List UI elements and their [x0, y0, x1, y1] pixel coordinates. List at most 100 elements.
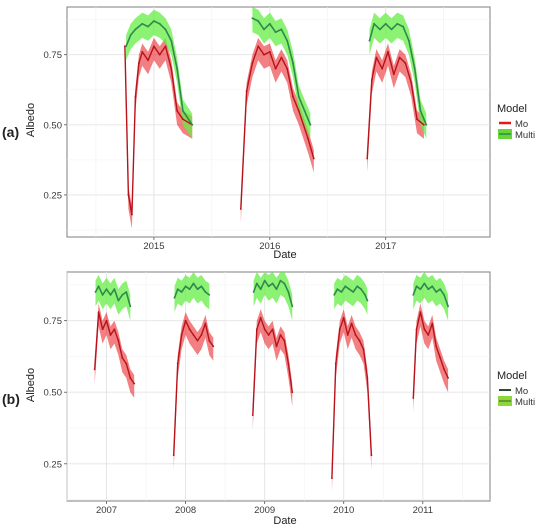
multi-band [174, 272, 210, 313]
multi-data-point [192, 282, 195, 285]
panel-a-legend-label-mo: Mo [515, 119, 528, 130]
mo-data-point [263, 53, 265, 56]
x-tick-label: 2011 [413, 505, 433, 516]
multi-data-point [356, 285, 359, 288]
panel-b-legend-label-multi: Multi [515, 397, 535, 408]
multi-data-point [384, 22, 387, 25]
multi-data-point [419, 288, 422, 291]
mo-data-point [354, 334, 357, 336]
mo-data-point [170, 67, 173, 70]
multi-series-line [412, 282, 449, 307]
mo-data-point [133, 382, 136, 385]
x-tick-label: 2007 [96, 505, 117, 516]
multi-data-point [287, 291, 290, 293]
panel-a-y-ticks: 0.25 0.50 0.75 [44, 50, 67, 201]
mo-data-point [263, 328, 266, 331]
panel-b-series [93, 279, 449, 479]
mo-data-point [257, 45, 260, 48]
multi-data-point [153, 20, 155, 22]
mo-data-point [334, 362, 337, 365]
mo-data-point [366, 157, 369, 160]
mo-data-point [312, 157, 315, 160]
mo-data-point [423, 123, 425, 126]
multi-band [95, 274, 131, 321]
x-tick-label: 2016 [259, 241, 280, 252]
panel-b-legend: Model Mo Multi [497, 370, 535, 408]
mo-data-point [251, 62, 254, 64]
mo-band [331, 309, 372, 493]
multi-data-point [274, 31, 277, 34]
multi-data-point [413, 67, 416, 70]
multi-data-point [208, 294, 211, 296]
multi-data-point [439, 288, 442, 291]
mo-data-point [427, 334, 430, 336]
mo-data-point [291, 391, 294, 394]
mo-data-point [350, 322, 353, 325]
mo-data-point [362, 348, 365, 351]
multi-data-point [427, 288, 430, 291]
mo-data-point [342, 316, 345, 319]
mo-data-point [208, 339, 211, 342]
mo-data-point [134, 95, 137, 98]
mo-data-point [392, 73, 395, 76]
multi-data-point [292, 62, 294, 64]
multi-data-point [423, 282, 426, 285]
multi-data-point [303, 109, 306, 112]
multi-data-point [425, 123, 428, 126]
mo-data-point [387, 51, 389, 53]
multi-data-point [255, 282, 258, 285]
mo-data-point [287, 362, 290, 365]
panel-a-x-axis-title: Date [273, 249, 296, 261]
mo-data-point [412, 397, 415, 399]
mo-series-line [124, 45, 193, 216]
multi-data-point [340, 291, 343, 293]
mo-data-point [192, 334, 195, 336]
mo-data-point [307, 137, 309, 140]
panel-b-label: (b) [2, 391, 20, 407]
mo-data-point [121, 357, 124, 359]
mo-data-point [416, 118, 418, 121]
multi-data-point [117, 299, 120, 302]
mo-data-point [375, 56, 378, 59]
multi-data-point [412, 294, 415, 296]
multi-data-point [176, 288, 179, 291]
multi-data-point [286, 39, 289, 42]
multi-data-point [109, 294, 112, 296]
mo-data-point [431, 322, 434, 325]
panel-a-label: (a) [2, 124, 19, 140]
multi-data-point [105, 288, 108, 291]
y-tick-label: 0.25 [44, 190, 63, 201]
x-tick-label: 2010 [333, 505, 354, 516]
panel-a-x-ticks: 2015 2016 2017 [143, 237, 396, 252]
multi-series-line [125, 20, 193, 126]
mo-data-point [164, 45, 167, 48]
multi-data-point [364, 294, 366, 296]
multi-series-line [333, 285, 369, 301]
mo-data-point [200, 334, 203, 336]
multi-data-point [188, 288, 191, 291]
mo-data-point [274, 67, 277, 70]
mo-data-point [239, 208, 242, 210]
mo-data-point [113, 328, 116, 331]
mo-data-point [370, 454, 373, 457]
mo-data-point [117, 339, 120, 342]
y-tick-label: 0.75 [44, 316, 63, 327]
x-tick-label: 2015 [143, 241, 164, 252]
mo-data-point [184, 319, 187, 322]
mo-data-point [129, 377, 132, 379]
multi-data-point [344, 285, 347, 288]
panel-b-x-ticks: 2007 2008 2009 2010 2011 [96, 501, 433, 516]
mo-data-point [275, 345, 278, 348]
panel-a-legend: Model Mo Multi [497, 103, 535, 141]
panel-b-legend-label-mo: Mo [515, 386, 528, 397]
multi-data-point [164, 28, 167, 31]
mo-data-point [245, 90, 248, 92]
y-tick-label: 0.25 [44, 459, 63, 470]
multi-data-point [435, 291, 438, 293]
multi-data-point [180, 291, 183, 293]
multi-data-point [200, 285, 203, 288]
mo-data-point [127, 194, 130, 196]
multi-data-point [252, 291, 255, 293]
panel-b-bands [94, 272, 449, 493]
mo-data-point [423, 328, 426, 331]
